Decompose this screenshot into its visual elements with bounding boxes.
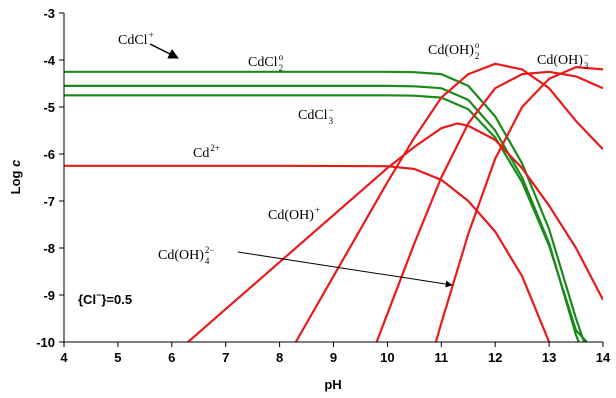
x-tick-label: 13 [542,350,556,365]
y-tick-label: -10 [36,335,55,350]
series-line [434,66,603,342]
species-label: Cd(OH) [158,248,204,263]
species-label-sup: − [584,50,589,60]
series-line [187,122,603,342]
species-label-sup: + [315,205,320,215]
species-label-sub: 4 [205,256,210,266]
x-tick-label: 14 [596,350,611,365]
species-label-sub: 3 [329,116,334,126]
y-tick-label: -6 [43,147,55,162]
y-tick-label: -8 [43,241,55,256]
series-line [64,84,580,342]
species-label: Cd(OH) [268,208,314,223]
species-label-sup: o [279,52,284,62]
x-tick-label: 12 [488,350,502,365]
y-tick-label: -7 [43,194,55,209]
species-label: Cd(OH) [537,53,583,68]
x-tick-label: 5 [114,350,121,365]
species-label-sup: o [475,40,480,50]
species-label-sub: 3 [584,61,589,71]
y-tick-label: -4 [43,53,55,68]
species-label-sub: 2 [475,51,480,61]
arrow [237,251,453,288]
x-tick-label: 9 [330,350,337,365]
series-line [64,164,551,342]
x-tick-label: 6 [168,350,175,365]
species-label-sup: + [149,30,154,40]
species-label: CdCl [298,108,328,123]
x-tick-label: 8 [276,350,283,365]
y-tick-label: -3 [43,6,55,21]
species-label: CdCl [118,33,148,48]
x-tick-label: 4 [60,350,68,365]
species-label-sup: 2− [205,245,215,255]
y-tick-label: -9 [43,288,55,303]
species-label-sub: 2 [279,63,284,73]
series-line [64,94,588,342]
y-tick-label: -5 [43,100,55,115]
series-line [294,62,603,342]
species-label: Cd(OH) [428,43,474,58]
plot-area [64,62,603,342]
species-label: CdCl [248,55,278,70]
x-tick-label: 11 [434,350,448,365]
y-axis-title: Log c [8,159,23,194]
species-label-sup: 2+ [210,143,220,153]
arrow [149,43,179,59]
x-tick-label: 7 [222,350,229,365]
condition: {Cl−}=0.5 [78,290,132,307]
x-tick-label: 10 [380,350,394,365]
x-axis-title: pH [324,377,341,392]
species-label: Cd [193,146,209,161]
series-line [64,70,586,342]
species-label-sup: − [329,105,334,115]
